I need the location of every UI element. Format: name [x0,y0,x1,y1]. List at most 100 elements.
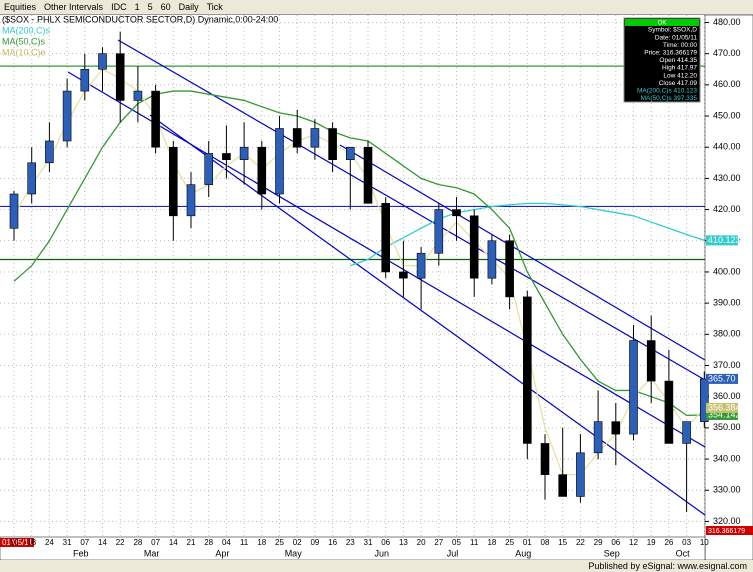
candle-body [452,209,461,217]
info-box-row: Time: 00:00 [663,42,697,49]
candle-body [169,146,178,217]
x-month-label: Jul [447,548,459,558]
candle-body [80,68,90,92]
info-box-row: MA(50,C)s 397.335 [641,95,698,102]
candle-body [115,53,125,101]
candle-body [292,128,302,148]
toolbar-button[interactable]: 5 [147,2,153,12]
date-axis [0,536,706,560]
toolbar-button[interactable]: Daily [178,2,199,12]
candle-body [487,240,497,279]
y-tick-label: 430.00 [713,173,741,183]
candle-body [239,146,249,160]
x-tick-label: 08 [541,538,550,547]
x-month-label: Mar [144,548,160,558]
start-label-bg [0,538,34,547]
y-tick-label: 320.00 [713,516,741,526]
toolbar-button[interactable]: IDC [111,2,127,12]
trendline [339,144,706,361]
y-tick-label: 350.00 [713,422,741,432]
x-month-label: Aug [515,548,531,558]
last-value-label: 354.142 [708,409,741,419]
candle-body [151,90,160,148]
candle-body [611,421,621,435]
info-box-row: Close 417.09 [659,80,698,87]
ma-line [350,202,705,267]
x-tick-label: 25 [275,538,284,547]
candle-body [629,340,638,435]
candle-body [522,296,532,444]
candle-body [469,215,479,279]
x-tick-label: 31 [63,538,72,547]
candle-body [62,90,72,142]
last-value-label: 356.384 [708,402,741,412]
x-tick-label: 09 [310,538,319,547]
x-tick-label: 07 [151,538,160,547]
candle-body [204,153,213,185]
info-box-row: MA(200,C)s 410.123 [637,88,697,95]
toolbar-button[interactable]: 1 [134,2,140,12]
x-month-label: Oct [676,548,691,558]
y-tick-label: 370.00 [713,360,741,370]
candle-body [664,380,674,444]
candle-body [310,128,320,148]
x-tick-label: 18 [27,538,36,547]
candle-body [133,90,143,101]
trendline [117,39,706,381]
info-box-row: Symbol: $SOX,D [648,27,697,34]
x-tick-label: 13 [399,538,408,547]
x-tick-label: 19 [647,538,656,547]
x-tick-label: 28 [133,538,142,547]
last-value-tag [706,402,738,413]
x-tick-label: 22 [116,538,125,547]
x-month-label: Sep [604,548,620,558]
toolbar-button[interactable]: Tick [206,2,223,12]
end-label: 316.366179 [708,528,745,535]
x-tick-label: 03 [682,538,691,547]
candle-body [646,340,656,382]
candle-body [399,271,408,279]
x-tick-label: 20 [417,538,426,547]
candle-body [45,140,54,164]
x-tick-label: 25 [505,538,514,547]
x-tick-label: 21 [187,538,196,547]
y-tick-label: 390.00 [713,298,741,308]
candle-body [328,128,337,160]
last-value-tag [706,373,738,384]
toolbar-button[interactable]: 60 [160,2,171,12]
y-tick-label: 400.00 [713,266,741,276]
chart-title: ($SOX - PHLX SEMICONDUCTOR SECTOR,D) Dyn… [2,15,278,24]
x-tick-label: 24 [45,538,54,547]
footer: Published by eSignal: www.esignal.com [0,560,753,572]
x-tick-label: 18 [487,538,496,547]
candle-body [9,193,19,229]
toolbar-button[interactable]: Other Intervals [44,2,104,12]
y-tick-label: 440.00 [713,142,741,152]
legend-entry: MA(200,C)s [2,25,51,35]
price-axis [704,15,753,560]
candle-body [186,184,196,217]
trendline [149,114,706,516]
candle-body [505,240,514,298]
toolbar-button[interactable]: Equities [4,2,37,12]
x-tick-label: 12 [629,538,638,547]
candle-body [257,146,267,195]
candle-body [434,209,444,254]
x-month-label: May [285,548,303,558]
candle-body [416,252,426,279]
candle-body [593,421,603,454]
x-tick-label: 27 [434,538,443,547]
x-tick-label: 01 [523,538,532,547]
y-tick-label: 470.00 [713,48,741,58]
x-month-label: Apr [215,548,229,558]
y-tick-label: 330.00 [713,485,741,495]
x-tick-label: 06 [381,538,390,547]
info-box-row: Open 414.35 [659,57,697,64]
ma-line [13,90,705,417]
x-tick-label: 26 [664,538,673,547]
x-tick-label: 02 [293,538,302,547]
last-value-label: 410.123 [708,235,741,245]
start-label: 01/05/11 [2,538,33,547]
